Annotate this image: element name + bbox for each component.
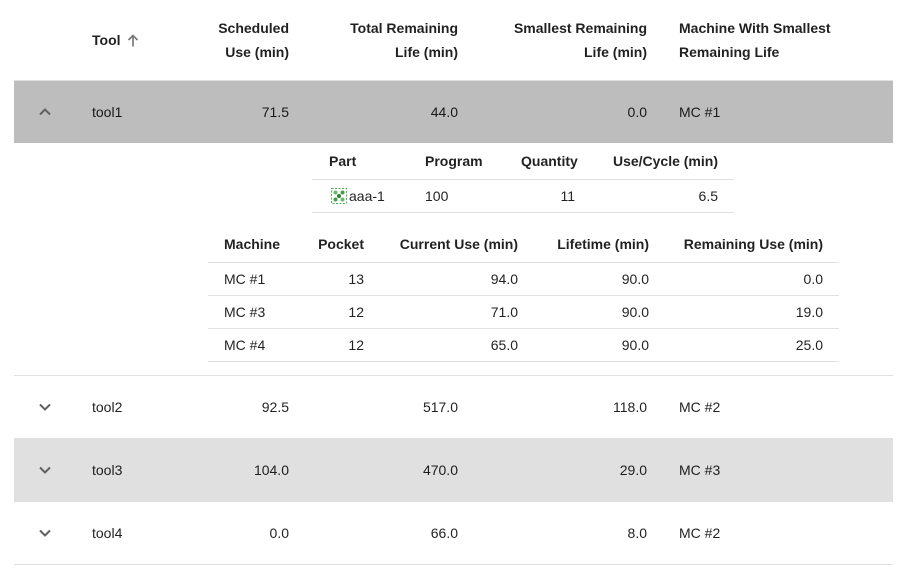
row-divider [14, 375, 893, 376]
machine-smallest-header-line2: Remaining Life [679, 44, 780, 60]
tool-name: tool4 [92, 525, 123, 541]
lifetime-value: 90.0 [621, 271, 649, 287]
machine-smallest-header[interactable]: Machine With Smallest Remaining Life [679, 16, 879, 64]
machine-header: Machine [224, 236, 281, 252]
use-cycle-header: Use/Cycle (min) [612, 153, 718, 169]
row-divider [14, 564, 893, 565]
machine-name: MC #3 [224, 304, 266, 320]
total-remaining-value: 66.0 [430, 525, 458, 541]
chevron-down-icon[interactable] [35, 397, 55, 417]
row-divider [14, 501, 893, 502]
parts-header-divider [312, 179, 734, 180]
smallest-remaining-value: 8.0 [627, 525, 647, 541]
scheduled-use-header[interactable]: Scheduled Use (min) [129, 16, 289, 64]
machine-smallest-value: MC #1 [679, 104, 721, 120]
program-value: 100 [425, 188, 449, 204]
total-remaining-value: 44.0 [430, 104, 458, 120]
total-remaining-header-line1: Total Remaining [350, 20, 458, 36]
remaining-use-header: Remaining Use (min) [683, 236, 823, 252]
machine-smallest-value: MC #3 [679, 462, 721, 478]
machines-row-divider [208, 295, 839, 296]
row-divider [14, 438, 893, 439]
scheduled-use-value: 104.0 [253, 462, 289, 478]
tool-column-header[interactable]: Tool [92, 28, 141, 52]
program-header: Program [425, 153, 483, 169]
current-use-header: Current Use (min) [399, 236, 518, 252]
table-row[interactable] [14, 376, 893, 438]
machine-name: MC #1 [224, 271, 266, 287]
quantity-value: 11 [560, 188, 575, 204]
table-row[interactable] [14, 439, 893, 501]
tool-name: tool1 [92, 104, 123, 120]
part-icon [331, 188, 347, 204]
smallest-remaining-header[interactable]: Smallest Remaining Life (min) [477, 16, 647, 64]
machines-row-divider [208, 361, 839, 362]
remaining-use-value: 19.0 [795, 304, 823, 320]
tool-name: tool2 [92, 399, 123, 415]
part-name: aaa-1 [349, 188, 385, 204]
machines-header-divider [208, 262, 839, 263]
arrow-up-icon [125, 32, 141, 48]
chevron-down-icon[interactable] [35, 523, 55, 543]
current-use-value: 71.0 [490, 304, 518, 320]
total-remaining-header-line2: Life (min) [395, 44, 458, 60]
scheduled-use-value: 92.5 [261, 399, 289, 415]
pocket-header: Pocket [318, 236, 364, 252]
scheduled-use-header-line1: Scheduled [218, 20, 289, 36]
smallest-remaining-value: 118.0 [613, 399, 647, 415]
quantity-header: Quantity [521, 153, 578, 169]
pocket-value: 13 [348, 271, 364, 287]
chevron-up-icon[interactable] [35, 102, 55, 122]
chevron-down-icon[interactable] [35, 460, 55, 480]
machine-smallest-header-line1: Machine With Smallest [679, 20, 831, 36]
parts-row-divider [312, 212, 734, 213]
use-cycle-value: 6.5 [698, 188, 718, 204]
lifetime-value: 90.0 [621, 304, 649, 320]
part-header: Part [329, 153, 357, 169]
tool-name: tool3 [92, 462, 123, 478]
smallest-remaining-header-line1: Smallest Remaining [513, 20, 647, 36]
total-remaining-value: 517.0 [422, 399, 458, 415]
pocket-value: 12 [348, 304, 364, 320]
tool-header-label: Tool [92, 32, 121, 48]
pocket-value: 12 [348, 337, 364, 353]
current-use-value: 65.0 [490, 337, 518, 353]
header-divider [14, 80, 893, 81]
smallest-remaining-header-line2: Life (min) [584, 44, 647, 60]
lifetime-value: 90.0 [621, 337, 649, 353]
smallest-remaining-value: 29.0 [619, 462, 647, 478]
scheduled-use-header-line2: Use (min) [225, 44, 289, 60]
machine-smallest-value: MC #2 [679, 525, 721, 541]
table-row[interactable] [14, 502, 893, 564]
table-row[interactable] [14, 81, 893, 143]
smallest-remaining-value: 0.0 [627, 104, 647, 120]
machines-row-divider [208, 328, 839, 329]
machine-smallest-value: MC #2 [679, 399, 721, 415]
machine-name: MC #4 [224, 337, 266, 353]
total-remaining-value: 470.0 [422, 462, 458, 478]
remaining-use-value: 0.0 [803, 271, 823, 287]
remaining-use-value: 25.0 [795, 337, 823, 353]
scheduled-use-value: 0.0 [269, 525, 289, 541]
scheduled-use-value: 71.5 [261, 104, 289, 120]
lifetime-header: Lifetime (min) [557, 236, 649, 252]
total-remaining-header[interactable]: Total Remaining Life (min) [298, 16, 458, 64]
current-use-value: 94.0 [490, 271, 518, 287]
